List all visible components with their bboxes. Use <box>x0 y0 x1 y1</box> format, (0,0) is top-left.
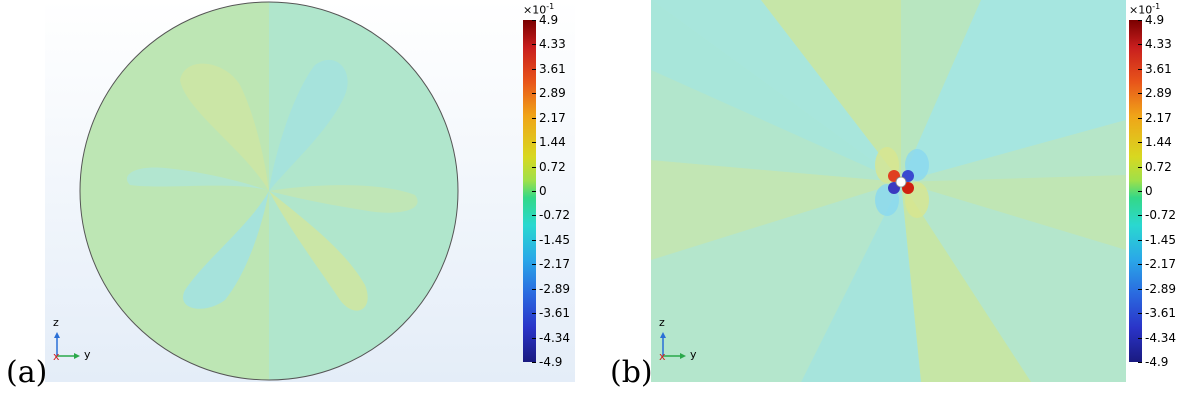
panel-a-colorbar-tick-mark <box>532 20 536 21</box>
panel-b-colorbar-tick-label: -2.17 <box>1145 257 1177 272</box>
panel-b-colorbar-tick-label: 1.44 <box>1145 135 1172 150</box>
disc-outline <box>79 1 459 381</box>
panel-a-colorbar-tick-label: 0.72 <box>539 159 566 174</box>
panel-a-colorbar-tick-label: 1.44 <box>539 135 566 150</box>
panel-a-colorbar-tick-label: 4.9 <box>539 13 559 27</box>
panel-b-colorbar-tick-mark <box>1138 362 1142 363</box>
panel-a-colorbar-tick-label: -2.89 <box>539 281 571 296</box>
wedge-k <box>651 160 901 260</box>
lobe-lower-left <box>183 191 269 309</box>
panel-a-colorbar-tick-label: -2.17 <box>539 257 571 272</box>
panel-a-colorbar-tick-mark <box>532 191 536 192</box>
panel-a-colorbar <box>523 20 536 362</box>
panel-a: x z y ×10-1 4.9 4.33 3.61 2.89 2.17 1.44 0.72 0… <box>45 0 575 382</box>
panel-a-colorbar-tick-mark <box>532 166 536 168</box>
panel-a-colorbar-tick-mark <box>532 313 536 315</box>
wedge-e <box>901 120 1126 182</box>
panel-b-colorbar-tick-label: 3.61 <box>1145 61 1172 76</box>
panel-a-label: (a) <box>6 355 48 390</box>
lobe-right <box>269 185 418 213</box>
panel-a-colorbar-tick-label: -4.9 <box>539 355 563 369</box>
panel-b-field-plot <box>651 0 1181 382</box>
wedge-m <box>651 0 901 182</box>
panel-b-colorbar-tick-mark <box>1138 117 1142 119</box>
centre-hole <box>895 176 907 188</box>
panel-b-colorbar-tick-label: -0.72 <box>1145 208 1177 223</box>
panel-b-colorbar-tick-mark <box>1138 288 1142 290</box>
panel-b-label: (b) <box>610 355 653 390</box>
panel-b-colorbar-tick-label: -3.61 <box>1145 306 1177 321</box>
panel-b-colorbar-tick-mark <box>1138 239 1142 241</box>
panel-a-colorbar-tick-mark <box>532 239 536 241</box>
panel-a-colorbar-tick-label: -1.45 <box>539 232 571 247</box>
panel-b-axis-z-label: z <box>659 316 665 329</box>
wedge-h <box>901 182 1031 382</box>
disc-field <box>80 2 458 380</box>
panel-b-colorbar-tick-mark <box>1138 313 1142 315</box>
wedge-f <box>901 175 1126 250</box>
panel-a-colorbar-tick-mark <box>532 215 536 217</box>
panel-b-colorbar-tick-mark <box>1138 191 1142 192</box>
wedge-g <box>901 182 1126 382</box>
panel-b-axis-y-label: y <box>690 348 697 361</box>
panel-a-axis-x-marker: x <box>53 350 60 362</box>
panel-a-colorbar-tick-mark <box>532 68 536 70</box>
panel-a-field-plot <box>45 0 575 382</box>
panel-a-axis-z-label: z <box>53 316 59 329</box>
panel-a-colorbar-tick-label: -4.34 <box>539 330 571 345</box>
panel-b-colorbar <box>1129 20 1142 362</box>
panel-a-colorbar-tick-label: 4.33 <box>539 37 566 52</box>
panel-a-colorbar-tick-mark <box>532 44 536 46</box>
panel-b-axis-x-marker: x <box>659 350 666 362</box>
panel-a-colorbar-tick-label: -3.61 <box>539 306 571 321</box>
panel-b-colorbar-tick-mark <box>1138 44 1142 46</box>
panel-a-axes-triad: x z y <box>50 316 100 362</box>
lobe-upper-left <box>180 63 269 191</box>
lobe-upper-right <box>269 59 348 191</box>
panel-a-colorbar-tick-label: -0.72 <box>539 208 571 223</box>
panel-a-colorbar-tick-mark <box>532 142 536 144</box>
panel-b-colorbar-tick-mark <box>1138 142 1142 144</box>
wedge-j <box>651 182 901 382</box>
panel-b-colorbar-tick-label: -4.9 <box>1145 355 1169 369</box>
panel-a-colorbar-tick-mark <box>532 264 536 266</box>
panel-b-colorbar-tick-mark <box>1138 93 1142 95</box>
panel-a-colorbar-tick-mark <box>532 93 536 95</box>
panel-b-colorbar-tick-label: 4.9 <box>1145 13 1165 27</box>
panel-b-colorbar-tick-label: -1.45 <box>1145 232 1177 247</box>
wedge-i <box>801 182 921 382</box>
panel-b-colorbar-tick-mark <box>1138 264 1142 266</box>
panel-b-colorbar-tick-label: -4.34 <box>1145 330 1177 345</box>
panel-b-colorbar-tick-label: 0 <box>1145 184 1153 198</box>
panel-a-colorbar-tick-label: 3.61 <box>539 61 566 76</box>
panel-b-colorbar-tick-mark <box>1138 166 1142 168</box>
panel-b-colorbar-tick-mark <box>1138 337 1142 339</box>
panel-b-colorbar-tick-mark <box>1138 215 1142 217</box>
panel-a-colorbar-tick-mark <box>532 288 536 290</box>
wedge-d <box>901 0 1126 182</box>
panel-a-colorbar-tick-mark <box>532 337 536 339</box>
panel-b: x z y ×10-1 4.9 4.33 3.61 2.89 2.17 1.44 0.72 0… <box>651 0 1181 382</box>
lobe-lower-right <box>269 191 368 311</box>
panel-b-colorbar-tick-label: 2.17 <box>1145 110 1172 125</box>
panel-a-colorbar-tick-label: 0 <box>539 184 547 198</box>
panel-a-colorbar-tick-label: 2.89 <box>539 86 566 101</box>
panel-b-colorbar-tick-label: -2.89 <box>1145 281 1177 296</box>
panel-a-colorbar-tick-label: 2.17 <box>539 110 566 125</box>
panel-b-colorbar-tick-mark <box>1138 20 1142 21</box>
panel-b-colorbar-tick-label: 2.89 <box>1145 86 1172 101</box>
panel-b-colorbar-tick-label: 4.33 <box>1145 37 1172 52</box>
panel-a-colorbar-tick-mark <box>532 362 536 363</box>
panel-a-axis-y-label: y <box>84 348 91 361</box>
panel-b-colorbar-tick-label: 0.72 <box>1145 159 1172 174</box>
panel-b-colorbar-exponent: ×10-1 <box>1129 2 1161 17</box>
panel-a-colorbar-exponent: ×10-1 <box>523 2 555 17</box>
wedge-b <box>761 0 901 182</box>
panel-a-colorbar-tick-mark <box>532 117 536 119</box>
panel-b-colorbar-tick-mark <box>1138 68 1142 70</box>
panel-b-axes-triad: x z y <box>656 316 706 362</box>
lobe-left <box>126 167 269 191</box>
